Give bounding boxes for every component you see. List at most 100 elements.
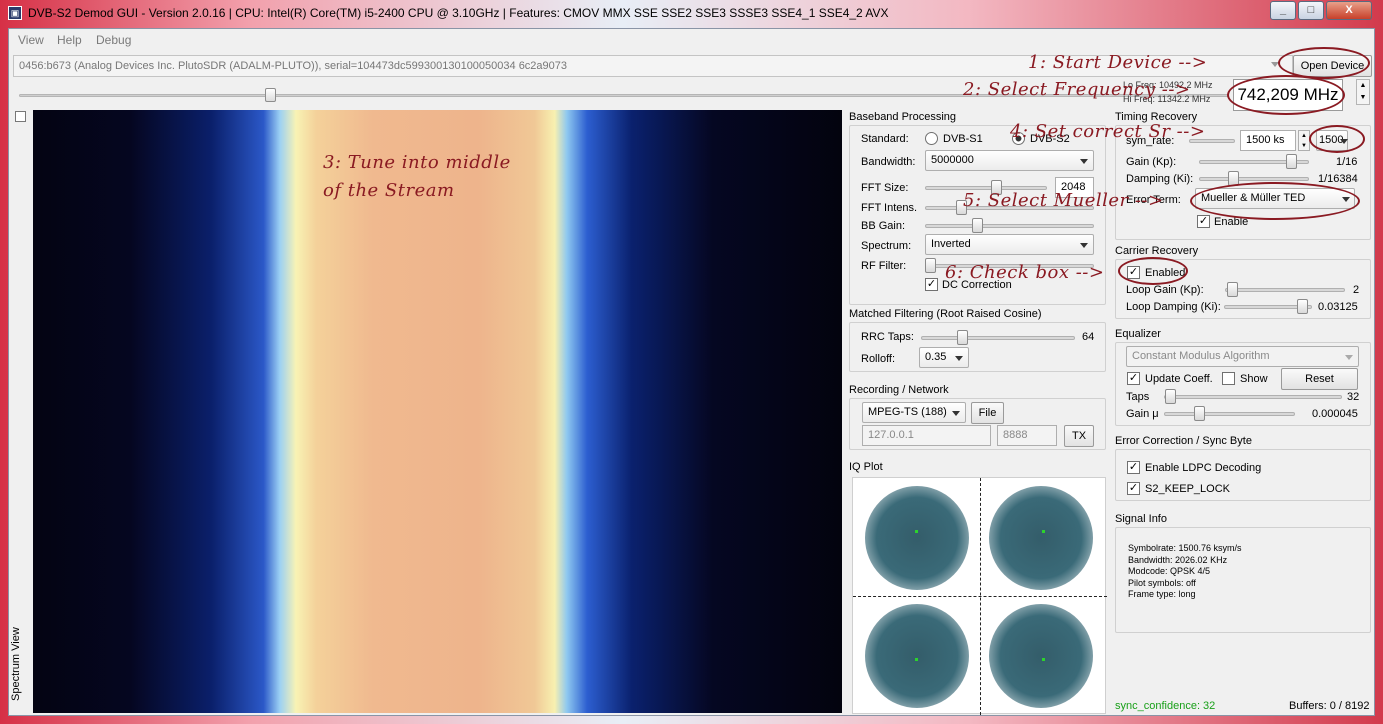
annotation-ellipse-carrier-enabled <box>1118 257 1188 285</box>
equalizer-panel <box>1115 342 1371 426</box>
annotation-step3-line1: 3: Tune into middle <box>323 152 511 173</box>
annotation-step5: 5: Select Mueller --> <box>963 190 1164 211</box>
frame-type-line: Frame type: long <box>1128 589 1196 599</box>
annotation-step3-line2: of the Stream <box>323 180 455 201</box>
loop-gain-value: 2 <box>1353 284 1360 296</box>
timing-gain-handle[interactable] <box>1286 154 1297 169</box>
chevron-down-icon <box>1271 62 1279 67</box>
device-select[interactable]: 0456:b673 (Analog Devices Inc. PlutoSDR … <box>13 55 1293 77</box>
frequency-slider-handle[interactable] <box>265 88 276 102</box>
fft-size-handle[interactable] <box>991 180 1002 195</box>
fft-intens-label: FFT Intens. <box>861 202 918 214</box>
constellation-cluster <box>865 604 969 708</box>
equalizer-title: Equalizer <box>1115 328 1161 340</box>
title-bar[interactable]: ▣ DVB-S2 Demod GUI - Version 2.0.16 | CP… <box>0 0 1383 26</box>
standard-label: Standard: <box>861 133 909 145</box>
keep-lock-checkbox[interactable]: ✓ <box>1127 482 1140 495</box>
annotation-ellipse-sym-rate <box>1309 125 1365 153</box>
taps-handle[interactable] <box>1165 389 1176 404</box>
recording-format-select[interactable]: MPEG-TS (188) <box>862 402 966 423</box>
loop-gain-slider[interactable] <box>1225 288 1345 292</box>
ip-address-input[interactable]: 127.0.0.1 <box>862 425 991 446</box>
rrc-taps-label: RRC Taps: <box>861 331 914 343</box>
fft-size-slider[interactable] <box>925 186 1047 190</box>
radio-dvbs2[interactable] <box>1012 132 1025 145</box>
taps-slider[interactable] <box>1164 395 1342 399</box>
annotation-step2: 2: Select Frequency --> <box>963 79 1191 100</box>
loop-damping-label: Loop Damping (Ki): <box>1126 301 1221 313</box>
signal-info-title: Signal Info <box>1115 513 1167 525</box>
constellation-cluster <box>989 604 1093 708</box>
eq-gain-handle[interactable] <box>1194 406 1205 421</box>
menu-help[interactable]: Help <box>57 33 82 47</box>
matched-filter-title: Matched Filtering (Root Raised Cosine) <box>849 308 1042 320</box>
reset-button[interactable]: Reset <box>1281 368 1358 390</box>
radio-dvbs2-label: DVB-S2 <box>1030 133 1070 145</box>
ldpc-checkbox[interactable]: ✓ <box>1127 461 1140 474</box>
signal-info-panel <box>1115 527 1371 633</box>
tx-button[interactable]: TX <box>1064 425 1094 447</box>
bandwidth-label: Bandwidth: <box>861 156 916 168</box>
bb-gain-slider[interactable] <box>925 224 1094 228</box>
spectrum-mode-label: Spectrum: <box>861 240 912 252</box>
update-coeff-label: Update Coeff. <box>1145 373 1213 385</box>
menu-debug[interactable]: Debug <box>96 33 132 47</box>
maximize-button[interactable]: □ <box>1298 1 1324 20</box>
loop-damping-handle[interactable] <box>1297 299 1308 314</box>
sym-rate-slider[interactable] <box>1189 139 1235 143</box>
timing-gain-slider[interactable] <box>1199 160 1309 164</box>
sym-rate-input[interactable]: 1500 ks <box>1240 130 1296 151</box>
rrc-taps-slider[interactable] <box>921 336 1075 340</box>
error-correction-title: Error Correction / Sync Byte <box>1115 435 1252 447</box>
fft-intens-handle[interactable] <box>956 200 967 215</box>
radio-dvbs1-label: DVB-S1 <box>943 133 983 145</box>
rolloff-select[interactable]: 0.35 <box>919 347 969 368</box>
equalizer-algorithm-select[interactable]: Constant Modulus Algorithm <box>1126 346 1359 367</box>
timing-damping-slider[interactable] <box>1199 177 1309 181</box>
update-coeff-checkbox[interactable]: ✓ <box>1127 372 1140 385</box>
recording-title: Recording / Network <box>849 384 949 396</box>
fft-size-label: FFT Size: <box>861 182 909 194</box>
menu-view[interactable]: View <box>18 33 44 47</box>
constellation-cluster <box>865 486 969 590</box>
bb-gain-handle[interactable] <box>972 218 983 233</box>
symbolrate-line: Symbolrate: 1500.76 ksym/s <box>1128 543 1242 553</box>
timing-damping-label: Damping (Ki): <box>1126 173 1194 185</box>
ldpc-label: Enable LDPC Decoding <box>1145 462 1262 474</box>
rrc-taps-handle[interactable] <box>957 330 968 345</box>
rf-filter-handle[interactable] <box>925 258 936 273</box>
constellation-point <box>915 658 918 661</box>
eq-gain-value: 0.000045 <box>1312 408 1358 420</box>
loop-gain-handle[interactable] <box>1227 282 1238 297</box>
fft-intens-slider[interactable] <box>925 206 1094 210</box>
lo-freq-label: Lo Freq: 10492.2 MHz <box>1123 80 1213 90</box>
matched-filter-panel <box>849 322 1106 372</box>
eq-gain-slider[interactable] <box>1164 412 1295 416</box>
annotation-ellipse-error-term <box>1190 182 1360 220</box>
fft-size-input[interactable]: 2048 <box>1055 177 1094 198</box>
modcode-line: Modcode: QPSK 4/5 <box>1128 566 1211 576</box>
rolloff-label: Rolloff: <box>861 353 896 365</box>
show-checkbox[interactable] <box>1222 372 1235 385</box>
constellation-point <box>915 530 918 533</box>
chevron-down-icon <box>952 411 960 416</box>
constellation-point <box>1042 658 1045 661</box>
loop-gain-label: Loop Gain (Kp): <box>1126 284 1204 296</box>
timing-enable-checkbox[interactable]: ✓ <box>1197 215 1210 228</box>
minimize-button[interactable]: _ <box>1270 1 1296 20</box>
radio-dvbs1[interactable] <box>925 132 938 145</box>
baseband-title: Baseband Processing <box>849 111 957 123</box>
carrier-recovery-title: Carrier Recovery <box>1115 245 1199 257</box>
loop-damping-slider[interactable] <box>1224 305 1312 309</box>
frequency-spinner[interactable]: ▲ ▼ <box>1356 79 1370 105</box>
dc-correction-checkbox[interactable]: ✓ <box>925 278 938 291</box>
timing-damping-value: 1/16384 <box>1318 173 1358 185</box>
bandwidth-select[interactable]: 5000000 <box>925 150 1094 171</box>
spectrum-settings-icon[interactable] <box>15 111 26 122</box>
close-button[interactable]: X <box>1326 1 1372 20</box>
spectrum-mode-select[interactable]: Inverted <box>925 234 1094 255</box>
carrier-recovery-panel <box>1115 259 1371 319</box>
spectrum-waterfall[interactable] <box>33 110 842 713</box>
file-button[interactable]: File <box>971 402 1004 424</box>
port-input[interactable]: 8888 <box>997 425 1057 446</box>
